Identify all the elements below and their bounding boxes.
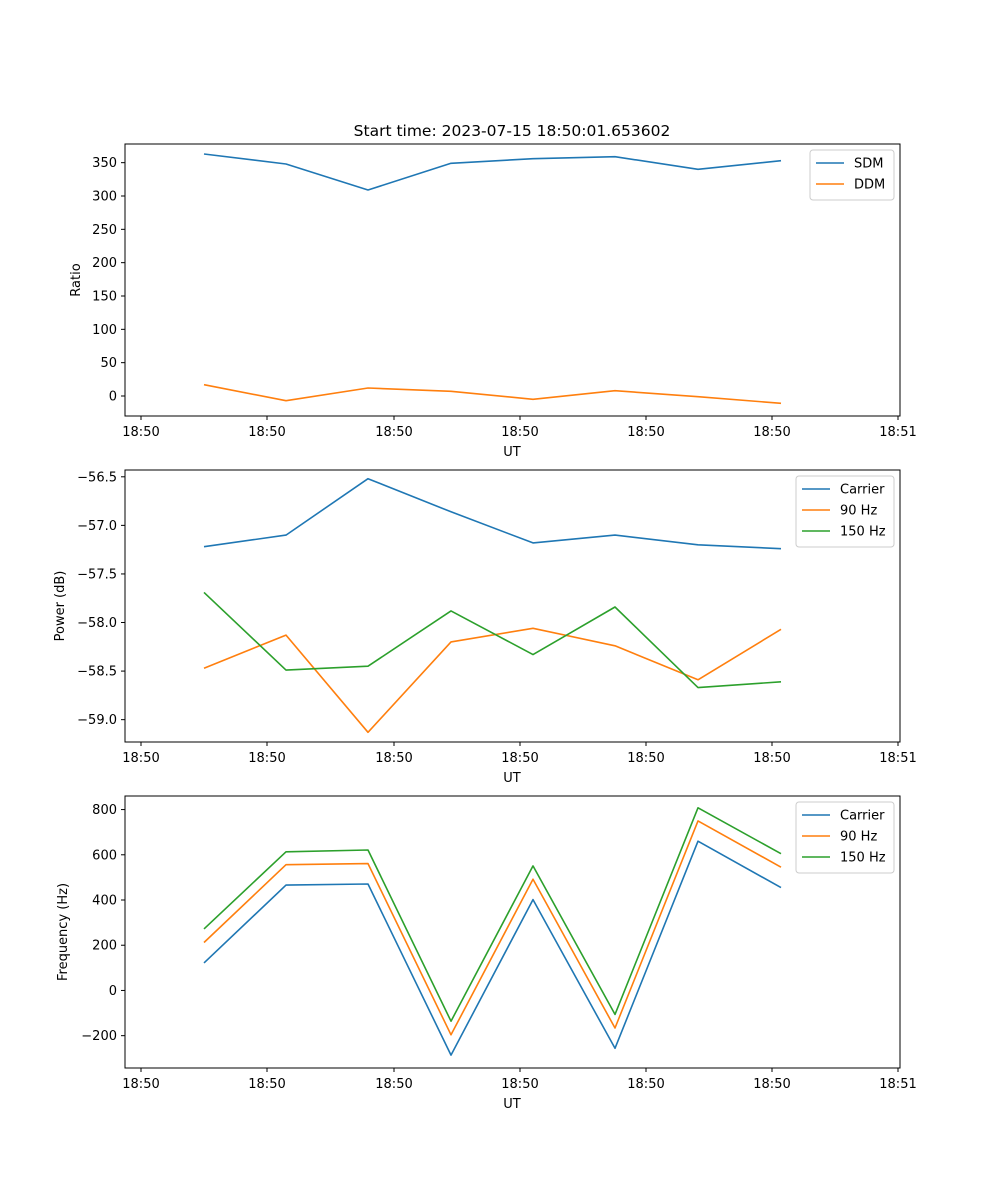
power-x-tick-label: 18:50 (753, 751, 790, 766)
power-y-tick-label: −59.0 (77, 713, 117, 728)
ratio-x-tick-label: 18:50 (248, 425, 285, 440)
ratio-legend: SDM DDM (809, 149, 895, 201)
power-y-axis-label: Power (dB) (53, 571, 68, 642)
power-legend-label: 150 Hz (840, 525, 886, 540)
ratio-y-tick-label: 300 (92, 190, 117, 205)
power-axes-frame (124, 469, 901, 743)
frequency-legend-box (795, 801, 895, 874)
frequency-axes-frame (124, 795, 901, 1069)
ratio-series-line-sdm (203, 153, 782, 191)
power-legend-label: Carrier (840, 483, 885, 498)
ratio-y-tick-label: 50 (100, 356, 117, 371)
power-x-tick-label: 18:50 (375, 751, 412, 766)
frequency-x-tick-label: 18:50 (501, 1077, 538, 1092)
frequency-series-line-carrier (203, 840, 782, 1056)
ratio-x-tick-label: 18:50 (501, 425, 538, 440)
power-legend: Carrier 90 Hz 150 Hz (795, 475, 895, 548)
ratio-x-axis: 18:50 18:50 18:50 18:50 18:50 18:50 18:51 (122, 416, 917, 440)
ratio-x-axis-label: UT (503, 445, 521, 460)
frequency-legend-label: 150 Hz (840, 851, 886, 866)
ratio-panel: Start time: 2023-07-15 18:50:01.653602 0… (69, 122, 917, 460)
frequency-x-axis-label: UT (503, 1097, 521, 1112)
frequency-plot-area (203, 806, 782, 1056)
frequency-y-axis: −200 0 200 400 600 800 (81, 803, 125, 1044)
frequency-x-tick-label: 18:50 (627, 1077, 664, 1092)
ratio-y-tick-label: 250 (92, 223, 117, 238)
ratio-x-tick-label: 18:50 (122, 425, 159, 440)
power-y-tick-label: −57.0 (77, 519, 117, 534)
power-plot-area (203, 477, 782, 734)
ratio-x-tick-label: 18:50 (753, 425, 790, 440)
ratio-legend-label: SDM (854, 157, 883, 172)
ratio-y-tick-label: 350 (92, 156, 117, 171)
frequency-y-tick-label: 800 (92, 803, 117, 818)
power-y-tick-label: −56.5 (77, 470, 117, 485)
frequency-y-tick-label: 400 (92, 894, 117, 909)
ratio-axes-frame (124, 143, 901, 417)
ratio-x-tick-label: 18:51 (879, 425, 916, 440)
frequency-x-tick-label: 18:50 (248, 1077, 285, 1092)
power-legend-box (795, 475, 895, 548)
power-x-tick-label: 18:51 (879, 751, 916, 766)
power-x-axis-label: UT (503, 771, 521, 786)
ratio-x-tick-label: 18:50 (375, 425, 412, 440)
ratio-series-line-ddm (203, 383, 782, 405)
frequency-x-tick-label: 18:50 (122, 1077, 159, 1092)
ratio-plot-area (203, 153, 782, 405)
frequency-legend: Carrier 90 Hz 150 Hz (795, 801, 895, 874)
power-y-tick-label: −58.5 (77, 665, 117, 680)
frequency-legend-label: Carrier (840, 809, 885, 824)
frequency-series-line-150-hz (203, 806, 782, 1023)
ratio-y-axis: 0 50 100 150 200 250 300 350 (92, 156, 125, 405)
ratio-y-tick-label: 100 (92, 323, 117, 338)
frequency-legend-label: 90 Hz (840, 830, 877, 845)
frequency-y-tick-label: 0 (109, 984, 117, 999)
ratio-legend-label: DDM (854, 178, 885, 193)
ratio-y-axis-label: Ratio (69, 263, 84, 296)
frequency-series-line-90-hz (203, 820, 782, 1036)
power-x-tick-label: 18:50 (248, 751, 285, 766)
power-panel: −59.0−58.5−58.0−57.5−57.0−56.5 18:50 18:5… (53, 469, 917, 786)
frequency-x-axis: 18:50 18:50 18:50 18:50 18:50 18:50 18:51 (122, 1068, 917, 1092)
power-y-tick-label: −58.0 (77, 616, 117, 631)
ratio-y-tick-label: 150 (92, 290, 117, 305)
frequency-x-tick-label: 18:51 (879, 1077, 916, 1092)
power-series-line-150-hz (203, 591, 782, 689)
frequency-y-tick-label: 200 (92, 939, 117, 954)
power-x-axis: 18:50 18:50 18:50 18:50 18:50 18:50 18:51 (122, 742, 917, 766)
frequency-y-axis-label: Frequency (Hz) (56, 883, 71, 981)
power-y-tick-label: −57.5 (77, 567, 117, 582)
ratio-y-tick-label: 0 (109, 390, 117, 405)
frequency-x-tick-label: 18:50 (375, 1077, 412, 1092)
power-y-axis: −59.0 −58.5 −58.0 −57.5 −57.0 −56.5 (77, 470, 125, 728)
power-x-tick-label: 18:50 (501, 751, 538, 766)
power-series-line-carrier (203, 477, 782, 550)
frequency-x-tick-label: 18:50 (753, 1077, 790, 1092)
frequency-y-tick-label: −200 (81, 1029, 117, 1044)
frequency-y-tick-label: 600 (92, 848, 117, 863)
ratio-y-tick-label: 200 (92, 256, 117, 271)
power-legend-label: 90 Hz (840, 504, 877, 519)
power-x-tick-label: 18:50 (122, 751, 159, 766)
power-x-tick-label: 18:50 (627, 751, 664, 766)
ratio-x-tick-label: 18:50 (627, 425, 664, 440)
chart-title: Start time: 2023-07-15 18:50:01.653602 (354, 122, 671, 140)
